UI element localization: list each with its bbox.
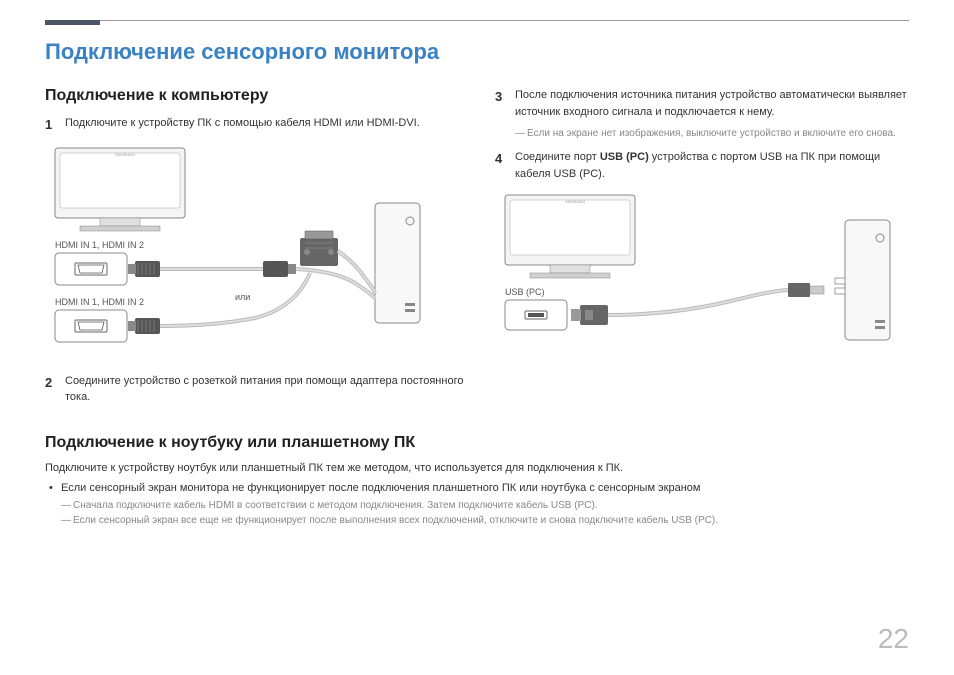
page-number: 22 — [878, 623, 909, 655]
section2-bullet1: Если сенсорный экран монитора не функцио… — [45, 482, 909, 494]
step-2: 2 Соедините устройство с розеткой питани… — [45, 373, 465, 406]
step-3-text: После подключения источника питания устр… — [515, 87, 915, 120]
diagram-hdmi: SAMSUNG HDMI IN 1, HDMI IN 2 — [45, 143, 465, 363]
hdmi-label-2: HDMI IN 1, HDMI IN 2 — [55, 297, 144, 307]
page-title: Подключение сенсорного монитора — [45, 39, 909, 65]
step-4-text: Соедините порт USB (PC) устройства с пор… — [515, 149, 915, 182]
dvi-connector — [300, 231, 338, 266]
step-2-num: 2 — [45, 373, 57, 406]
diagram-usb: SAMSUNG USB (PC) — [495, 190, 915, 360]
step-4-num: 4 — [495, 149, 507, 182]
header-accent — [45, 20, 100, 25]
step-1: 1 Подключите к устройству ПК с помощью к… — [45, 115, 465, 135]
section2-intro: Подключите к устройству ноутбук или план… — [45, 462, 909, 474]
step-3: 3 После подключения источника питания ус… — [495, 87, 915, 120]
step-1-num: 1 — [45, 115, 57, 135]
or-label: или — [235, 292, 250, 302]
section2-heading: Подключение к ноутбуку или планшетному П… — [45, 434, 909, 452]
usb-b-connector — [571, 305, 608, 325]
left-column: Подключение к компьютеру 1 Подключите к … — [45, 87, 465, 414]
hdmi-connector-2 — [128, 318, 160, 334]
step-2-text: Соедините устройство с розеткой питания … — [65, 373, 465, 406]
hdmi-end-connector — [263, 261, 296, 277]
hdmi-label-1: HDMI IN 1, HDMI IN 2 — [55, 240, 144, 250]
header-rule — [45, 20, 909, 21]
section1-heading: Подключение к компьютеру — [45, 87, 465, 105]
step-1-text: Подключите к устройству ПК с помощью каб… — [65, 115, 465, 135]
section2-note2: Если сенсорный экран все еще не функцион… — [45, 515, 909, 526]
monitor-icon: SAMSUNG — [55, 148, 185, 231]
section-2: Подключение к ноутбуку или планшетному П… — [45, 434, 909, 526]
step-4: 4 Соедините порт USB (PC) устройства с п… — [495, 149, 915, 182]
svg-text:SAMSUNG: SAMSUNG — [115, 152, 135, 157]
step-3-note: Если на экране нет изображения, выключит… — [515, 128, 915, 139]
monitor-icon-2: SAMSUNG — [505, 195, 635, 278]
right-column: 3 После подключения источника питания ус… — [495, 87, 915, 414]
usb-label: USB (PC) — [505, 287, 545, 297]
pc-icon — [375, 203, 420, 323]
step-3-num: 3 — [495, 87, 507, 120]
svg-text:SAMSUNG: SAMSUNG — [565, 199, 585, 204]
hdmi-connector-1 — [128, 261, 160, 277]
usb-a-connector — [788, 283, 824, 297]
section2-note1: Сначала подключите кабель HDMI в соответ… — [45, 500, 909, 511]
pc-icon-2 — [835, 220, 890, 340]
